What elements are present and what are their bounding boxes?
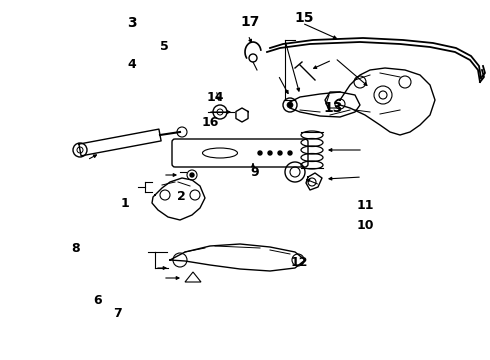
Text: 2: 2 <box>177 190 186 203</box>
Text: 10: 10 <box>356 219 374 231</box>
Text: 1: 1 <box>121 197 129 210</box>
Circle shape <box>278 151 282 155</box>
Text: 11: 11 <box>356 199 374 212</box>
Circle shape <box>258 151 262 155</box>
Circle shape <box>190 173 194 177</box>
Text: 3: 3 <box>127 17 137 30</box>
Text: 9: 9 <box>250 166 259 179</box>
Text: 14: 14 <box>207 91 224 104</box>
Text: 8: 8 <box>72 242 80 255</box>
Polygon shape <box>185 272 201 282</box>
Text: 15: 15 <box>294 11 314 25</box>
Circle shape <box>288 151 292 155</box>
Text: 7: 7 <box>113 307 122 320</box>
FancyBboxPatch shape <box>172 139 308 167</box>
Text: 5: 5 <box>160 40 169 53</box>
Text: 12: 12 <box>290 256 308 269</box>
Text: 6: 6 <box>94 294 102 307</box>
Text: 16: 16 <box>202 116 220 129</box>
Text: 17: 17 <box>240 15 260 28</box>
Text: 4: 4 <box>128 58 137 71</box>
Circle shape <box>287 102 293 108</box>
Circle shape <box>268 151 272 155</box>
Text: 13: 13 <box>323 101 343 115</box>
